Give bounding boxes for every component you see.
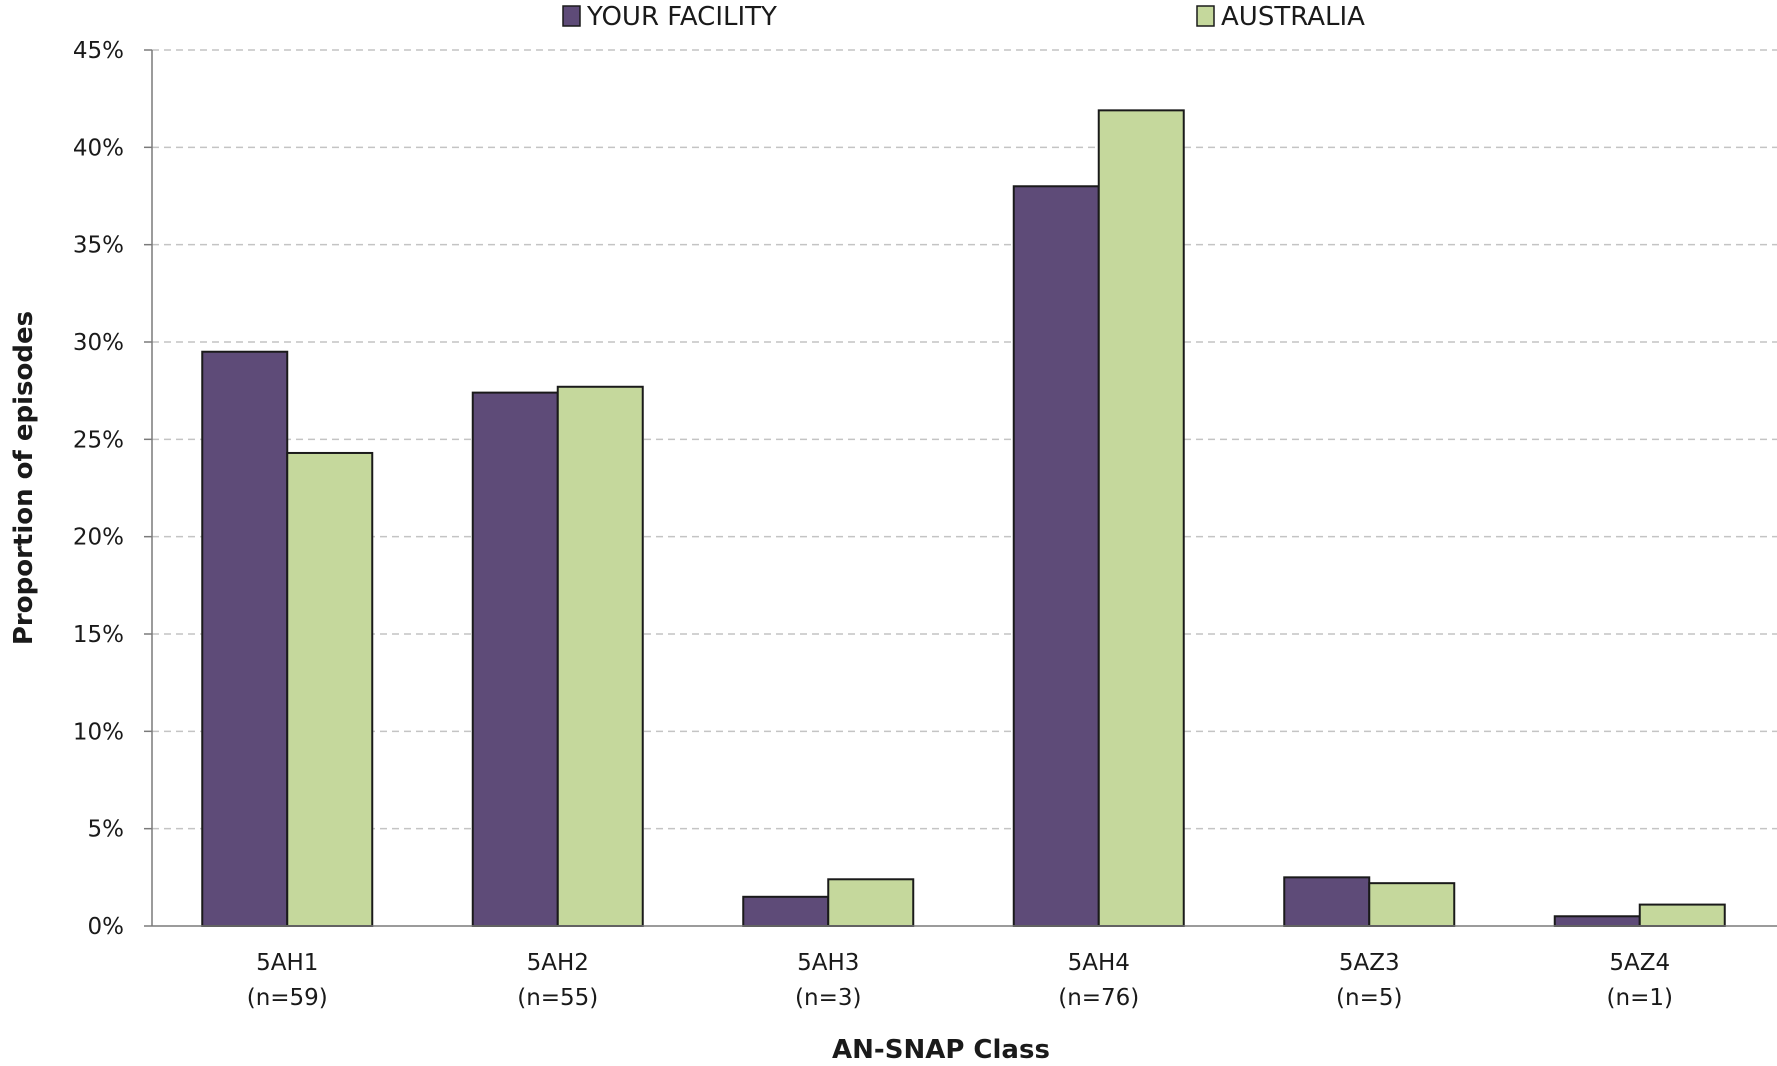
x-category-count: (n=76) — [1058, 985, 1139, 1011]
x-category-label: 5AZ3 — [1339, 950, 1400, 976]
y-tick-labels: 0% 5% 10% 15% 20% 25% 30% 35% 40% 45% — [73, 38, 124, 940]
y-tick-label: 20% — [73, 525, 124, 551]
y-tick-label: 15% — [73, 622, 124, 648]
x-category-count: (n=5) — [1336, 985, 1402, 1011]
x-category-labels: 5AH1 (n=59) 5AH2 (n=55) 5AH3 (n=3) 5AH4 (n=76) 5… — [247, 950, 1673, 1011]
y-tick-label: 45% — [73, 38, 124, 64]
bar-australia-5ah3 — [827, 878, 915, 928]
y-tick-label: 10% — [73, 719, 124, 745]
y-tick-label: 35% — [73, 233, 124, 259]
bar-your-facility-5ah2 — [471, 391, 559, 927]
legend-swatch — [562, 5, 581, 27]
y-tick-label: 5% — [88, 817, 125, 843]
bar-your-facility-5az4 — [1553, 915, 1641, 927]
y-tick-label: 30% — [73, 330, 124, 356]
bars — [201, 109, 1726, 928]
x-category-label: 5AH2 — [527, 950, 589, 976]
bar-your-facility-5ah4 — [1012, 185, 1100, 927]
x-category-label: 5AZ4 — [1609, 950, 1670, 976]
bar-australia-5ah4 — [1097, 109, 1185, 927]
bar-australia-5az4 — [1638, 903, 1726, 928]
y-tick-label: 25% — [73, 427, 124, 453]
gridlines — [152, 49, 1777, 830]
legend: YOUR FACILITY AUSTRALIA — [562, 2, 1365, 32]
legend-label: AUSTRALIA — [1221, 2, 1365, 32]
x-category-label: 5AH1 — [256, 950, 318, 976]
bar-australia-5az3 — [1368, 882, 1456, 928]
y-tick-label: 40% — [73, 135, 124, 161]
y-axis-title: Proportion of episodes — [9, 311, 39, 645]
y-tick-label: 0% — [88, 914, 125, 940]
x-category-label: 5AH4 — [1068, 950, 1130, 976]
x-category-label: 5AH3 — [797, 950, 859, 976]
x-category-count: (n=55) — [517, 985, 598, 1011]
legend-swatch — [1196, 5, 1215, 27]
bar-australia-5ah2 — [556, 385, 644, 928]
bar-your-facility-5ah1 — [201, 350, 289, 927]
legend-label: YOUR FACILITY — [586, 2, 777, 32]
x-category-count: (n=59) — [247, 985, 328, 1011]
bar-your-facility-5ah3 — [742, 895, 830, 927]
bar-australia-5ah1 — [286, 451, 374, 927]
bar-your-facility-5az3 — [1283, 876, 1371, 927]
x-axis-title: AN-SNAP Class — [832, 1035, 1050, 1065]
x-category-count: (n=1) — [1607, 985, 1673, 1011]
x-category-count: (n=3) — [795, 985, 861, 1011]
axes — [144, 49, 1777, 927]
